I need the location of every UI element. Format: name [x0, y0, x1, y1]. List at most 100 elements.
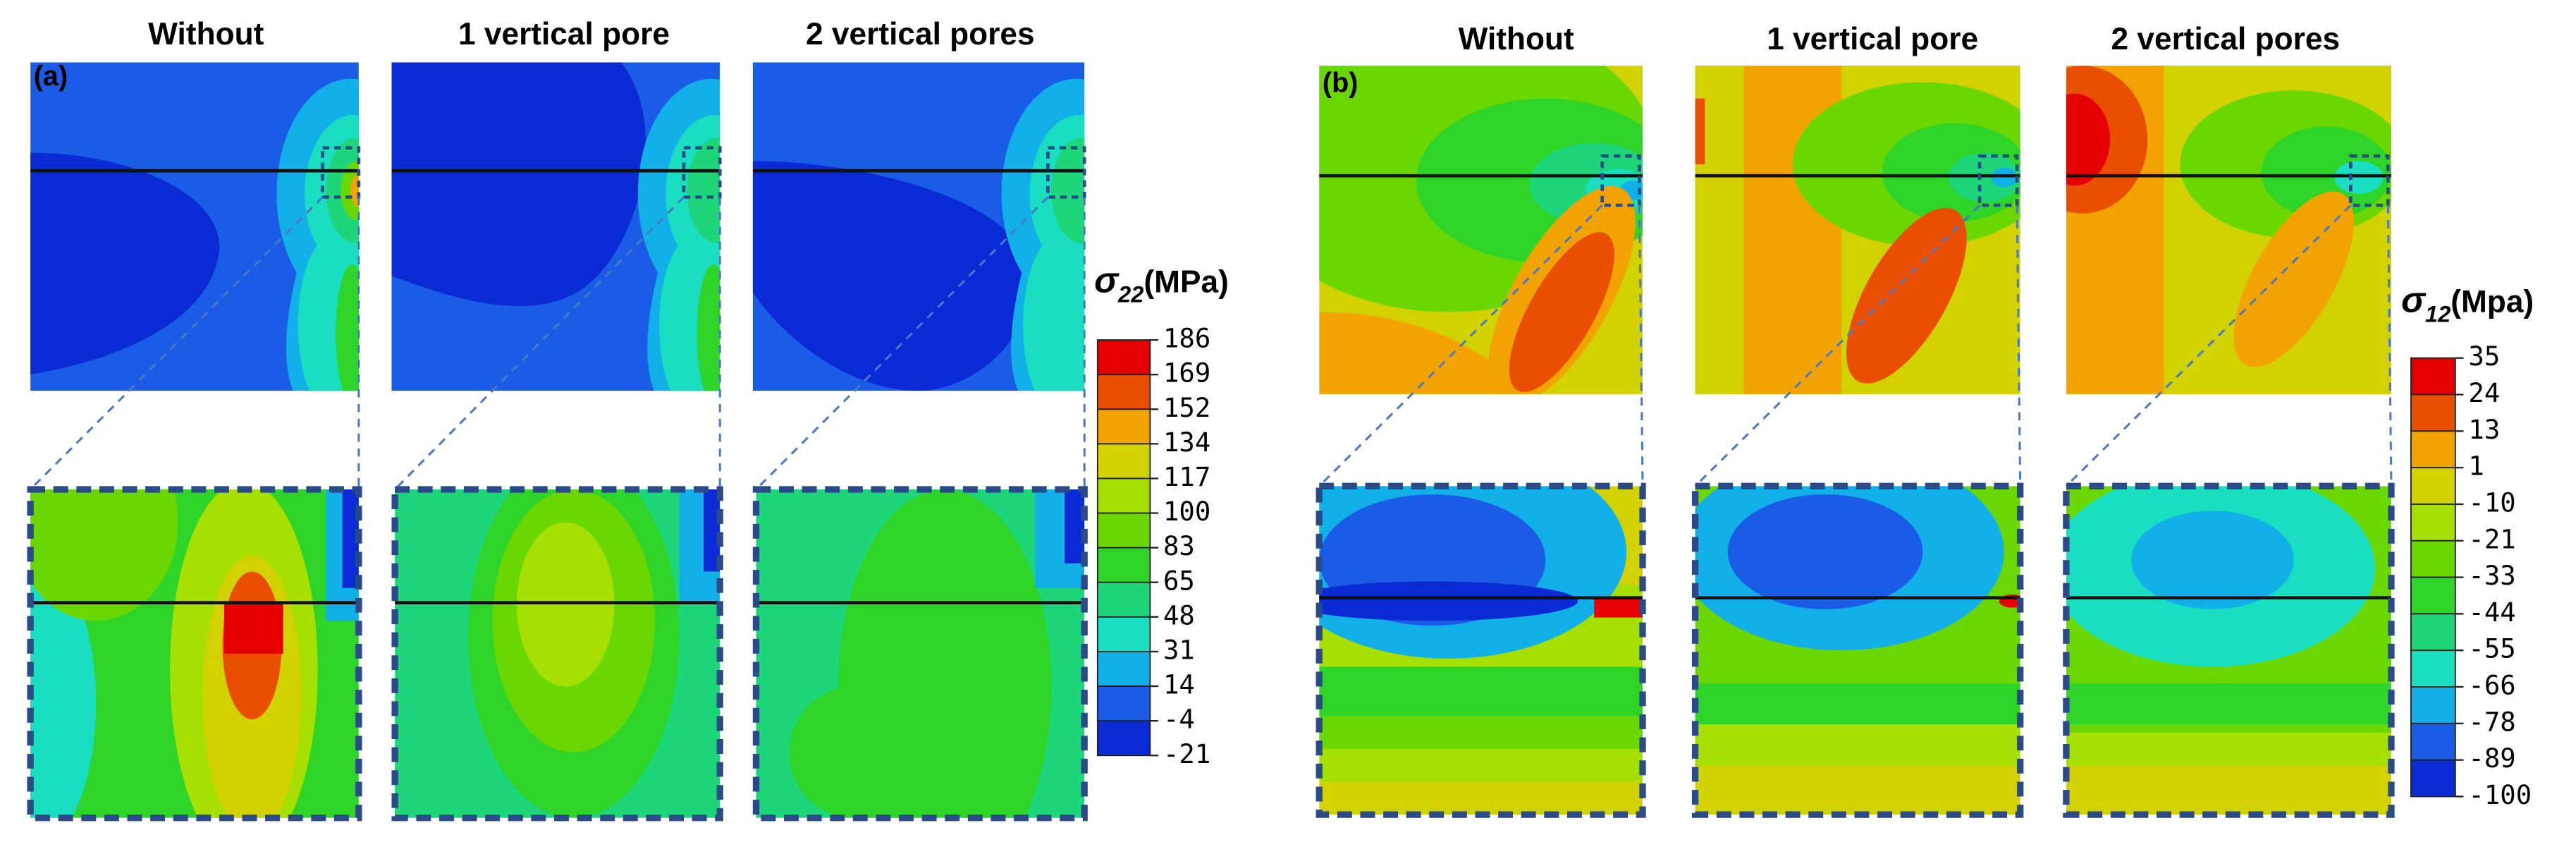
- contour-region: [1319, 312, 1530, 394]
- contour-region: [1727, 494, 1923, 610]
- colorbar-level: 1: [2468, 451, 2484, 482]
- contour-plot: [752, 62, 1085, 391]
- zoom-box: [1977, 154, 2019, 207]
- colorbar-title: σ22(MPa): [1094, 260, 1229, 307]
- contour-region: [391, 62, 646, 307]
- colorbar-level: -66: [2468, 670, 2515, 701]
- contour-plot: [756, 489, 1085, 818]
- column-title: 1 vertical pore: [458, 17, 670, 51]
- colorbar-swatch: [1096, 720, 1151, 757]
- colorbar-level: 35: [2468, 341, 2500, 372]
- zoom-connector: [755, 196, 1049, 491]
- zoom-connector: [2386, 205, 2393, 487]
- colorbar-level: 14: [1163, 669, 1195, 700]
- contour-region: [1594, 597, 1643, 618]
- zoom-frame: [2063, 482, 2395, 818]
- zoom-box: [2349, 154, 2390, 207]
- contour-region: [1319, 666, 1643, 716]
- colorbar-level: 152: [1163, 392, 1210, 423]
- colorbar-swatch: [1096, 443, 1151, 480]
- contour-region: [342, 489, 359, 588]
- zoom-connector: [30, 196, 324, 491]
- colorbar-level: -89: [2468, 743, 2515, 774]
- colorbar-level: 117: [1163, 461, 1210, 492]
- contour-plot: [2066, 66, 2391, 394]
- colorbar-level: -21: [2468, 523, 2515, 554]
- colorbar-level: 24: [2468, 377, 2500, 408]
- contour-plot: [1695, 486, 2020, 815]
- colorbar-unit: (Mpa): [2451, 284, 2534, 319]
- contour-region: [1319, 581, 1578, 621]
- column-title: Without: [148, 17, 264, 51]
- colorbar-swatch: [2410, 722, 2456, 761]
- contour-region: [30, 555, 97, 818]
- colorbar-swatch: [2410, 576, 2456, 615]
- zoom-connector: [394, 196, 685, 491]
- colorbar-swatch: [2410, 394, 2456, 432]
- zoom-connector: [1318, 205, 1603, 487]
- contour-region: [1319, 716, 1643, 749]
- contour-plot: [30, 62, 359, 391]
- colorbar-level: 134: [1163, 427, 1210, 458]
- contour-region: [336, 264, 359, 391]
- contour-plot: [1319, 486, 1643, 815]
- contour-region: [704, 489, 720, 572]
- colorbar-level: 48: [1163, 599, 1195, 630]
- colorbar-swatch: [2410, 357, 2456, 396]
- zoom-box: [321, 146, 361, 199]
- contour-region: [1509, 232, 1614, 392]
- colorbar-swatch: [2410, 539, 2456, 578]
- zoom-box: [1046, 146, 1086, 199]
- zoom-frame: [391, 486, 723, 822]
- contour-plot: [30, 489, 359, 818]
- contour-region: [2066, 683, 2391, 725]
- colorbar-subscript: 12: [2425, 300, 2451, 327]
- colorbar-swatch: [1096, 581, 1151, 618]
- contour-region: [1065, 489, 1085, 563]
- zoom-connector: [2016, 205, 2022, 487]
- colorbar-level: -100: [2468, 779, 2532, 810]
- contour-region: [1051, 138, 1085, 243]
- colorbar-level: 65: [1163, 565, 1195, 596]
- zoom-connector: [2065, 205, 2352, 487]
- colorbar-level: -78: [2468, 706, 2515, 737]
- colorbar-level: -21: [1163, 738, 1210, 769]
- colorbar-level: 100: [1163, 496, 1210, 527]
- colorbar-swatch: [1096, 374, 1151, 410]
- colorbar-swatch: [2410, 686, 2456, 724]
- contour-region: [789, 686, 921, 818]
- contour-plot: [1319, 66, 1643, 394]
- contour-region: [223, 604, 283, 654]
- colorbar-swatch: [1096, 651, 1151, 688]
- zoom-box: [682, 146, 722, 199]
- contour-region: [2131, 511, 2294, 610]
- contour-region: [2066, 93, 2111, 186]
- zoom-frame: [1691, 482, 2024, 818]
- colorbar-level: 13: [2468, 414, 2500, 445]
- contour-region: [2233, 191, 2354, 367]
- contour-region: [2066, 732, 2391, 766]
- contour-region: [1846, 207, 1967, 384]
- contour-plot: [2066, 486, 2391, 815]
- column-title: Without: [1459, 22, 1574, 56]
- colorbar-level: -55: [2468, 633, 2515, 664]
- colorbar-swatch: [1096, 512, 1151, 549]
- colorbar-unit: (MPa): [1143, 265, 1228, 300]
- contour-region: [341, 161, 359, 221]
- colorbar-swatch: [1096, 408, 1151, 445]
- contour-region: [1319, 781, 1643, 815]
- colorbar-title: σ12(Mpa): [2401, 279, 2534, 327]
- colorbar-level: 186: [1163, 323, 1210, 354]
- colorbar-level: -4: [1163, 704, 1195, 735]
- colorbar-level: 83: [1163, 530, 1195, 561]
- colorbar-swatch: [2410, 759, 2456, 798]
- colorbar-swatch: [2410, 467, 2456, 505]
- colorbar-level: -33: [2468, 560, 2515, 591]
- zoom-connector: [1694, 205, 1981, 487]
- panel-label: (b): [1323, 67, 1358, 98]
- colorbar-swatch: [1096, 685, 1151, 722]
- colorbar-level: -44: [2468, 597, 2515, 628]
- panel-label: (a): [34, 61, 68, 92]
- colorbar-swatch: [1096, 339, 1151, 376]
